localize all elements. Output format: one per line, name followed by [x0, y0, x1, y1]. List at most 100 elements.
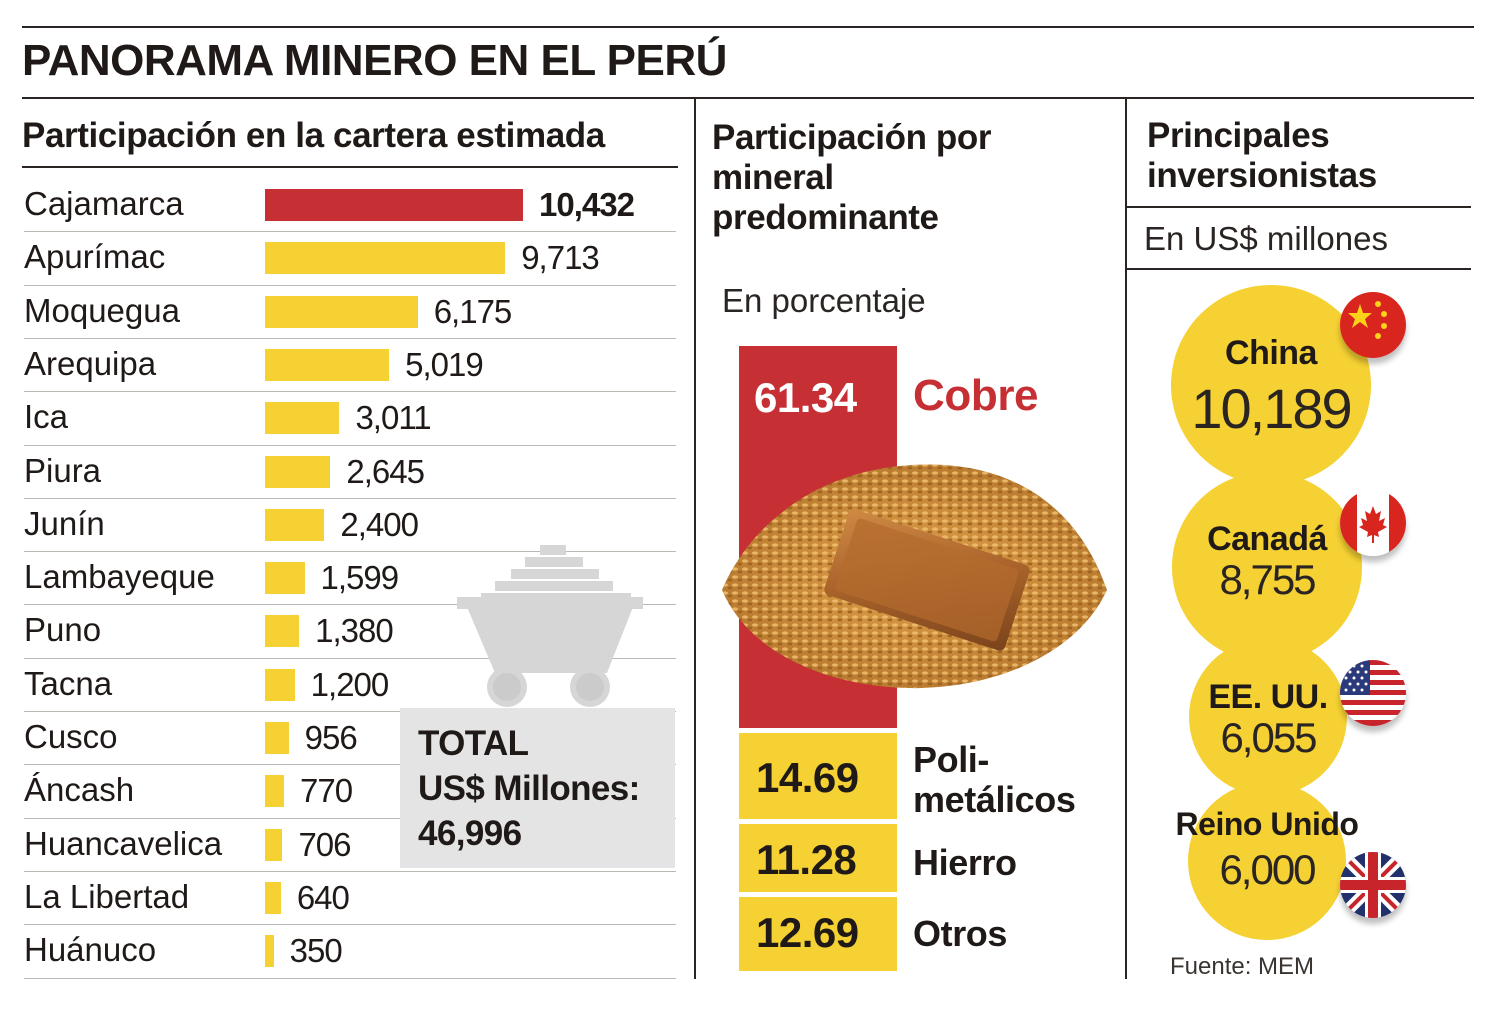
row-divider	[24, 284, 676, 286]
region-label: Cajamarca	[24, 185, 184, 222]
divider-left	[694, 99, 696, 979]
bar-value-label: 770	[300, 772, 353, 810]
investor-name: EE. UU.	[1208, 678, 1328, 716]
inversionistas-title-line-1: Principales	[1147, 116, 1330, 155]
row-divider	[24, 604, 676, 606]
mineral-label: Otros	[913, 913, 1008, 954]
row-divider	[24, 391, 676, 393]
cobre-label: Cobre	[913, 371, 1039, 420]
row-divider	[24, 817, 676, 819]
bar-value-label: 2,400	[340, 505, 419, 543]
investor-name: China	[1225, 334, 1317, 372]
mineral-label: Poli-	[913, 739, 989, 780]
inversionistas-subtitle: En US$ millones	[1144, 220, 1388, 257]
bar-value-label: 9,713	[521, 239, 600, 277]
bar	[265, 348, 390, 381]
investor-name: Canadá	[1207, 520, 1327, 558]
region-label: Arequipa	[24, 344, 157, 382]
mineral-value: 11.28	[756, 836, 857, 883]
investor-value: 8,755	[1219, 556, 1316, 603]
mineral-label: metálicos	[913, 779, 1076, 820]
cartera-title: Participación en la cartera estimada	[22, 116, 605, 155]
bar	[265, 828, 283, 861]
source-note: Fuente: MEM	[1170, 953, 1315, 980]
investor-value: 6,055	[1220, 714, 1317, 761]
bar-value-label: 350	[289, 932, 343, 970]
bar	[265, 668, 295, 701]
region-label: Cusco	[24, 718, 118, 755]
bar	[265, 455, 331, 488]
row-divider	[24, 551, 676, 553]
bar	[265, 722, 289, 754]
bar	[265, 295, 418, 328]
investor-bubble	[1188, 637, 1348, 797]
bar-value-label: 1,200	[310, 665, 390, 703]
bar-value-label: 6,175	[433, 292, 513, 330]
bar-value-label: 640	[296, 878, 350, 916]
bar-value-label: 956	[304, 719, 358, 756]
region-label: Apurímac	[24, 238, 166, 276]
investor-bubble	[1172, 472, 1362, 662]
inversionistas-rule-2	[1127, 268, 1471, 270]
top-rule	[22, 26, 1474, 28]
bar	[265, 881, 281, 914]
mineral-title-line-3: predominante	[712, 198, 939, 237]
row-divider	[24, 764, 676, 766]
mineral-label: Hierro	[913, 842, 1017, 883]
total-box	[400, 708, 675, 868]
mineral-subtitle: En porcentaje	[722, 282, 926, 319]
row-divider	[24, 497, 676, 499]
page-title: PANORAMA MINERO EN EL PERÚ	[22, 36, 727, 85]
mineral-bar	[739, 733, 897, 819]
divider-right	[1125, 99, 1127, 979]
bar	[265, 935, 274, 968]
copper-image	[722, 464, 1107, 689]
mineral-bar	[739, 897, 897, 971]
mineral-title-line-1: Participación por	[712, 118, 992, 157]
region-label: Tacna	[24, 664, 113, 702]
bar-value-label: 1,380	[315, 612, 394, 650]
region-label: La Libertad	[24, 877, 190, 915]
row-divider	[24, 337, 676, 339]
row-divider	[24, 977, 676, 979]
title-rule	[22, 97, 1474, 99]
inversionistas-rule-1	[1127, 206, 1471, 208]
bar	[265, 508, 325, 541]
region-label: Lambayeque	[24, 558, 215, 596]
region-label: Junín	[24, 504, 105, 542]
uk-flag-icon	[1340, 852, 1406, 918]
canada-flag-icon	[1340, 490, 1406, 556]
investor-value: 10,189	[1191, 377, 1352, 440]
bar-value-label: 3,011	[355, 399, 431, 437]
cobre-value: 61.34	[754, 374, 857, 421]
row-divider	[24, 657, 676, 659]
region-label: Puno	[24, 611, 102, 649]
bar-value-label: 1,599	[320, 559, 400, 597]
mineral-value: 14.69	[756, 754, 859, 801]
region-label: Moquegua	[24, 291, 180, 329]
row-divider	[24, 444, 676, 446]
row-divider	[24, 870, 676, 872]
cartera-title-rule	[22, 166, 678, 168]
bar	[265, 242, 506, 275]
investor-value: 6,000	[1219, 846, 1316, 893]
row-divider	[24, 924, 676, 926]
region-label: Huánuco	[24, 931, 157, 969]
bar	[265, 402, 340, 435]
mineral-value: 12.69	[756, 909, 859, 956]
usa-flag-icon	[1340, 660, 1406, 726]
bar-value-label: 10,432	[539, 186, 635, 223]
bar	[265, 615, 300, 648]
bar-value-label: 706	[298, 825, 351, 863]
investor-bubble	[1171, 285, 1371, 485]
mineral-bar	[739, 824, 897, 892]
total-value: 46,996	[418, 814, 522, 853]
bar	[265, 775, 285, 808]
bar	[265, 189, 523, 221]
investor-name: Reino Unido	[1175, 806, 1359, 842]
total-label: TOTAL	[418, 724, 529, 763]
bar-value-label: 5,019	[405, 345, 484, 383]
cartera-bar-chart: Cajamarca 10,432 Apurímac 9,713 Moquegua 6,17…	[0, 0, 700, 1016]
row-divider	[24, 231, 676, 233]
region-label: Piura	[24, 451, 102, 489]
